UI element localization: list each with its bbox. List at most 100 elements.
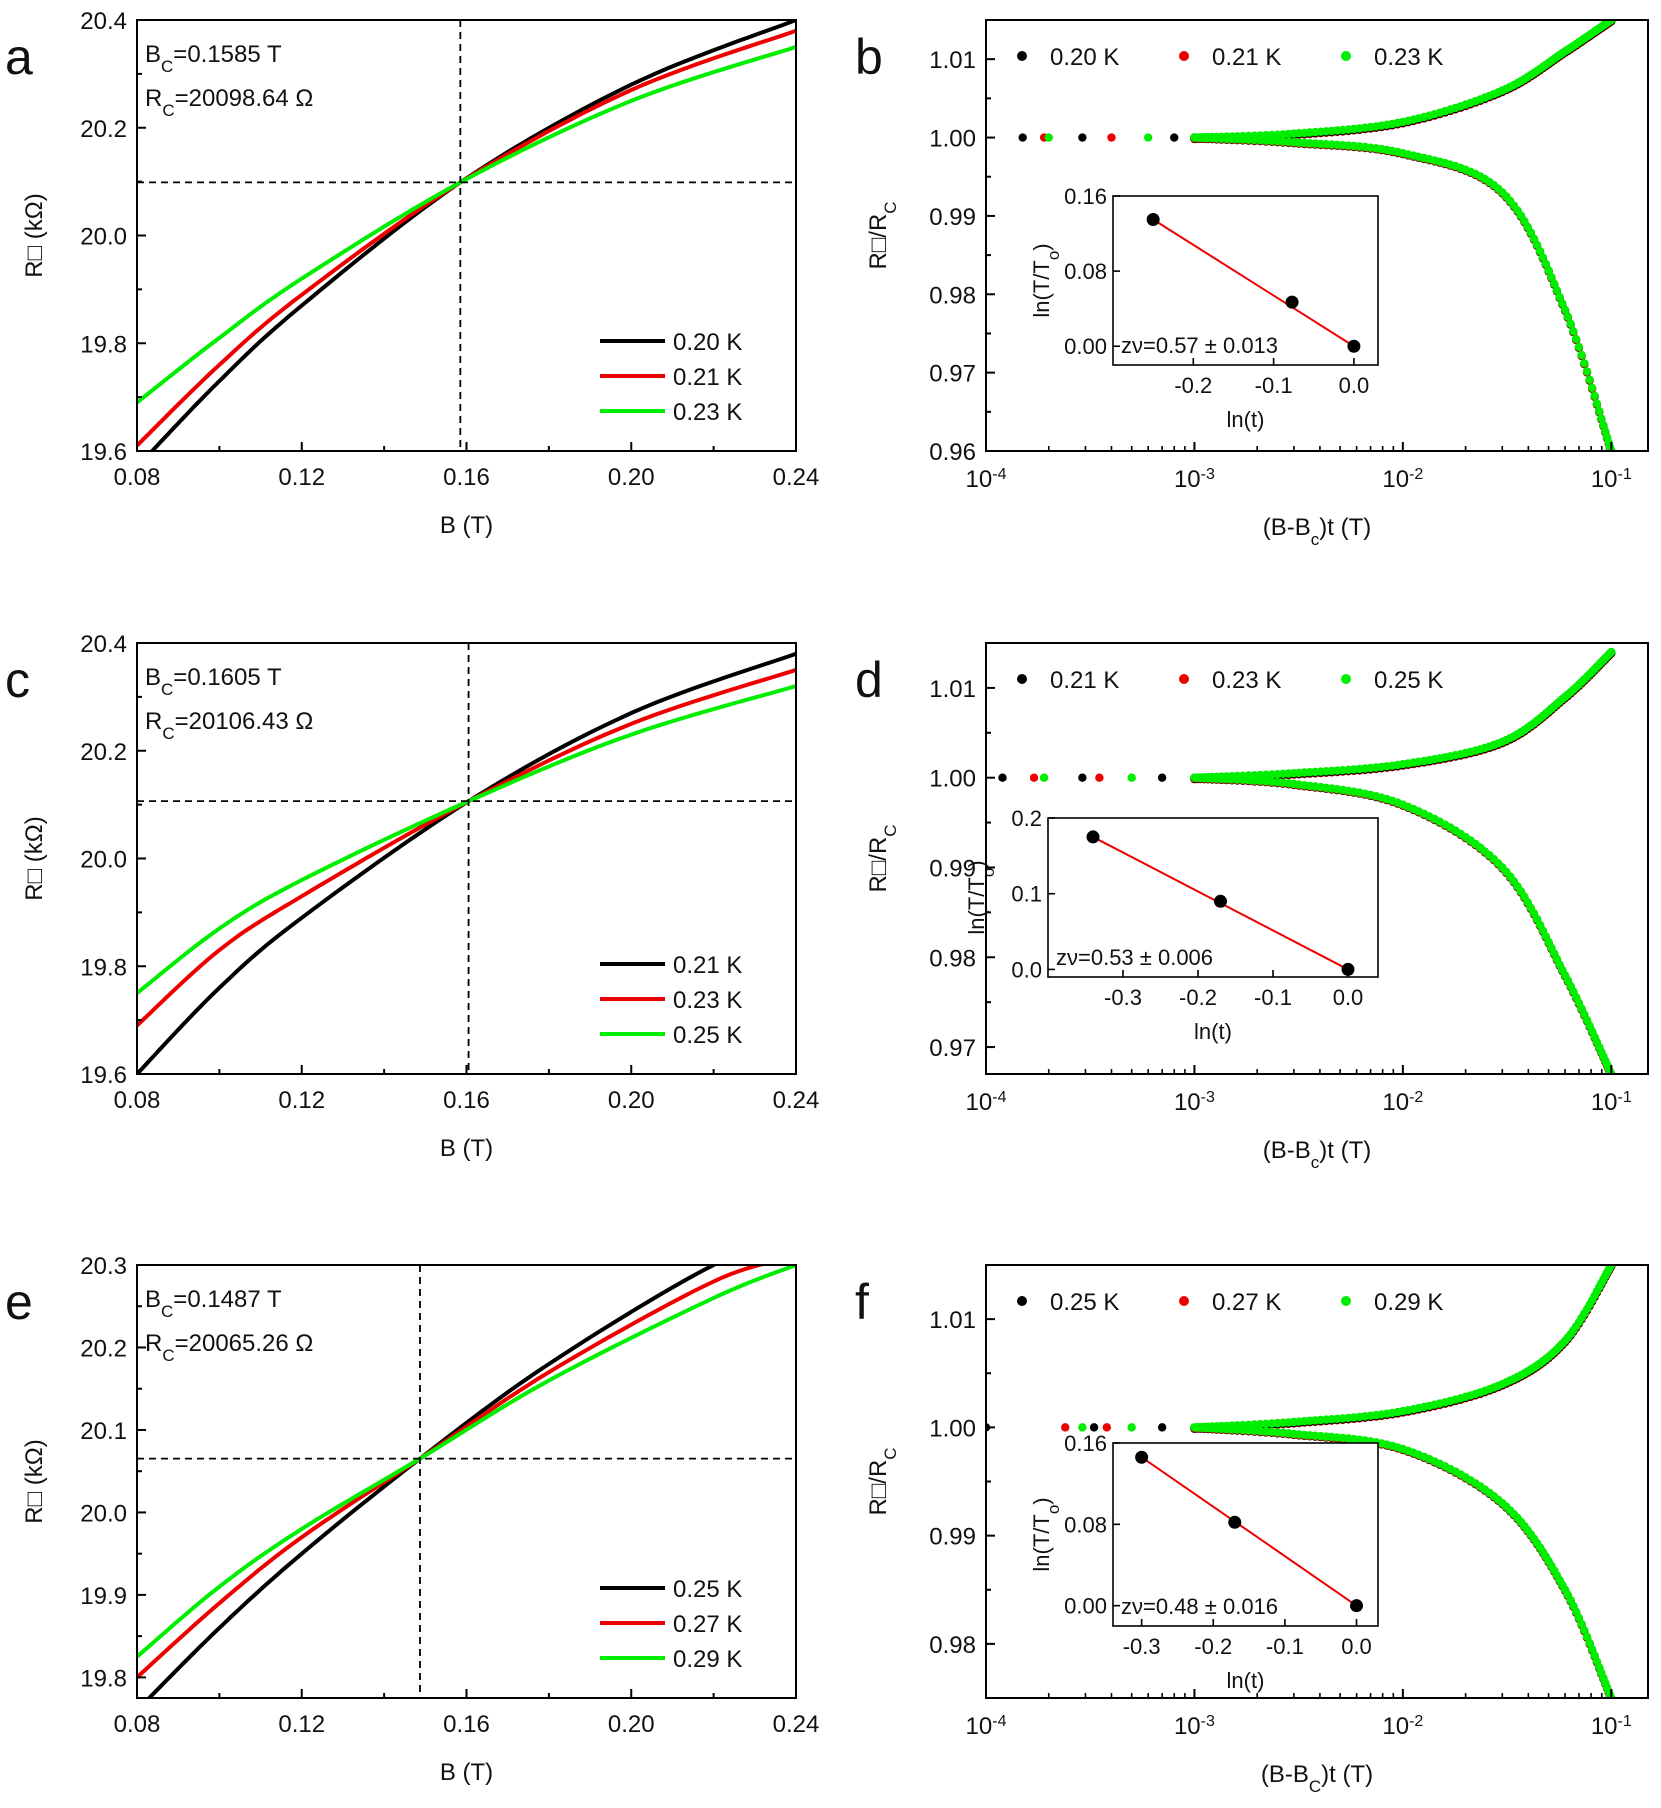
y-tick-label: 20.2 (80, 1335, 127, 1362)
legend-label: 0.23 K (1374, 44, 1443, 71)
flat-point (1170, 133, 1179, 142)
x-tick-label: 0.12 (278, 464, 325, 491)
y-tick-label: 1.00 (929, 766, 976, 793)
legend-label: 0.25 K (1050, 1289, 1119, 1316)
inset-point (1135, 1450, 1149, 1464)
x-tick-label: 10-1 (1591, 1713, 1632, 1741)
annotation-rc: RC=20098.64 Ω (145, 85, 313, 120)
x-tick-label: 0.20 (608, 1087, 655, 1114)
annotation-bc: BC=0.1605 T (145, 664, 282, 699)
inset-x-label: ln(t) (1227, 1668, 1265, 1693)
y-tick-label: 20.0 (80, 224, 127, 251)
y-tick-label: 0.99 (929, 204, 976, 231)
flat-point (1127, 1423, 1136, 1432)
inset: -0.3 -0.2 -0.1 0.0 0.00 0.08 0.16 ln(t) ln(T/To)… (1029, 1431, 1379, 1693)
panel-label: d (855, 652, 883, 708)
flat-point (998, 773, 1007, 782)
flat-point (1102, 1423, 1112, 1432)
y-tick-label: 20.4 (80, 8, 127, 35)
inset-point (1347, 339, 1361, 353)
data-layer (986, 1265, 1616, 1698)
inset-x-tick-label: 0.0 (1341, 1634, 1372, 1659)
y-tick-label: 1.01 (929, 1307, 976, 1334)
y-tick-label: 0.96 (929, 439, 976, 466)
series-line-1 (137, 28, 796, 448)
y-tick-label: 0.98 (929, 282, 976, 309)
panel-f: 10-4 10-3 10-2 10-1 0.98 0.99 1.00 1.01 (B-BC)t … (855, 1264, 1649, 1796)
inset-x-tick-label: -0.1 (1255, 373, 1293, 398)
inset-x-tick-label: -0.2 (1174, 373, 1212, 398)
flat-point (1018, 133, 1027, 142)
x-tick-label: 0.20 (608, 464, 655, 491)
legend-label: 0.25 K (1374, 667, 1443, 694)
lower-branch-point (1582, 367, 1592, 376)
plot-frame (985, 19, 1649, 452)
flat-point (1044, 133, 1053, 142)
data-layer (1018, 20, 1616, 451)
lower-branch-point (1587, 383, 1597, 392)
lower-branch-point (1569, 327, 1578, 336)
y-tick-label: 20.0 (80, 1500, 127, 1527)
upper-branch-point (1607, 647, 1616, 657)
y-tick-label: 1.00 (929, 1415, 976, 1442)
flat-point (1078, 773, 1087, 782)
y-tick-label: 19.6 (80, 1062, 127, 1089)
x-tick-label: 0.08 (114, 1087, 161, 1114)
x-tick-label: 10-1 (1591, 1089, 1632, 1117)
lower-branch-point (1555, 292, 1564, 302)
y-axis-label: R□/RC (865, 201, 900, 269)
panel-e: 0.08 0.12 0.16 0.20 0.24 19.8 19.9 20.0 20.1 20.2… (5, 1253, 819, 1786)
panel-d: 10-4 10-3 10-2 10-1 0.97 0.98 0.99 1.00 1.01 (B-B… (855, 642, 1649, 1172)
series-line-2 (137, 44, 796, 405)
flat-point (1157, 773, 1167, 782)
y-tick-label: 20.2 (80, 739, 127, 766)
y-tick-label: 0.99 (929, 855, 976, 882)
inset: -0.2 -0.1 0.0 0.00 0.08 0.16 ln(t) ln(T/To) zν=0… (1029, 184, 1379, 432)
x-tick-label: 10-4 (966, 1713, 1007, 1741)
legend-marker (1179, 674, 1189, 684)
x-axis-label: B (T) (440, 1135, 493, 1162)
inset-x-tick-label: -0.1 (1254, 985, 1292, 1010)
x-tick-label: 10-2 (1382, 1089, 1423, 1117)
x-tick-label: 0.08 (114, 1711, 161, 1738)
inset-point (1350, 1599, 1364, 1613)
x-tick-label: 0.24 (773, 1087, 820, 1114)
legend-marker (1179, 51, 1189, 61)
panel-label: c (5, 652, 30, 708)
legend-label: 0.21 K (673, 952, 742, 979)
legend-label: 0.27 K (673, 1611, 742, 1638)
lower-branch-point (1566, 319, 1575, 328)
y-tick-label: 1.01 (929, 676, 976, 703)
inset-y-tick-label: 0.16 (1064, 1431, 1107, 1456)
x-axis-label: B (T) (440, 512, 493, 539)
upper-branch-point (1607, 20, 1616, 25)
lower-branch-point (1592, 399, 1602, 408)
inset-y-tick-label: 0.16 (1064, 184, 1107, 209)
legend-label: 0.21 K (1212, 44, 1281, 71)
fit-label: zν=0.57 ± 0.013 (1121, 333, 1278, 358)
legend-label: 0.27 K (1212, 1289, 1281, 1316)
legend-label: 0.25 K (673, 1022, 742, 1049)
inset-y-tick-label: 0.2 (1011, 806, 1042, 831)
y-axis-label: R□/RC (865, 1447, 900, 1515)
inset-x-tick-label: -0.1 (1266, 1634, 1304, 1659)
lower-branch-point (1538, 253, 1548, 262)
legend-label: 0.23 K (673, 399, 742, 426)
y-tick-label: 1.01 (929, 47, 976, 74)
legend-label: 0.29 K (1374, 1289, 1443, 1316)
flat-point (1089, 1423, 1099, 1432)
series-line-2 (137, 684, 796, 995)
legend-label: 0.21 K (673, 364, 742, 391)
inset-x-tick-label: -0.2 (1179, 985, 1217, 1010)
y-axis-label: R□ (kΩ) (21, 816, 48, 900)
plot-frame (985, 642, 1649, 1075)
flat-point (1127, 773, 1136, 782)
inset-x-label: ln(t) (1194, 1019, 1232, 1044)
y-tick-label: 20.4 (80, 631, 127, 658)
annotation-rc: RC=20106.43 Ω (145, 708, 313, 743)
x-tick-label: 10-3 (1174, 1089, 1215, 1117)
lower-branch-point (1544, 266, 1553, 275)
y-tick-label: 19.6 (80, 439, 127, 466)
legend-label: 0.23 K (1212, 667, 1281, 694)
inset-x-label: ln(t) (1227, 407, 1265, 432)
